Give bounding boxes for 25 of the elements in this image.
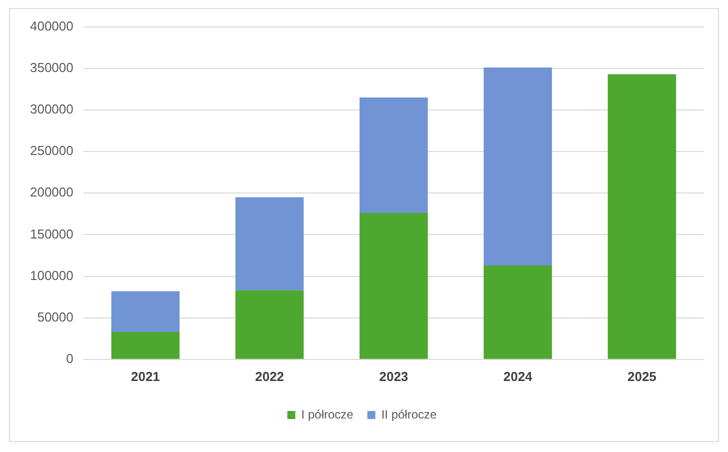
y-tick-label: 0 [66, 350, 74, 366]
bar [608, 74, 676, 359]
bar [235, 197, 304, 290]
x-tick-label: 2024 [503, 368, 534, 384]
bar [484, 68, 552, 266]
y-tick-label: 350000 [30, 60, 74, 75]
x-tick-label: 2022 [255, 368, 284, 384]
bar [111, 332, 180, 359]
bar [484, 265, 552, 359]
bar [235, 290, 304, 359]
legend-label: II półrocze [381, 407, 438, 422]
y-tick-label: 200000 [30, 184, 74, 200]
legend-label: I półrocze [301, 407, 354, 422]
y-tick-label: 250000 [30, 143, 74, 158]
x-tick-label: 2025 [627, 368, 656, 384]
y-tick-label: 300000 [30, 102, 74, 117]
bar [360, 213, 428, 359]
x-tick-label: 2021 [130, 368, 160, 384]
x-tick-label: 2023 [379, 368, 408, 384]
y-tick-label: 400000 [30, 18, 74, 34]
y-tick-label: 150000 [30, 226, 74, 242]
y-tick-label: 100000 [30, 268, 74, 283]
y-tick-label: 50000 [37, 309, 74, 324]
bar [360, 97, 428, 214]
bar [111, 291, 180, 332]
